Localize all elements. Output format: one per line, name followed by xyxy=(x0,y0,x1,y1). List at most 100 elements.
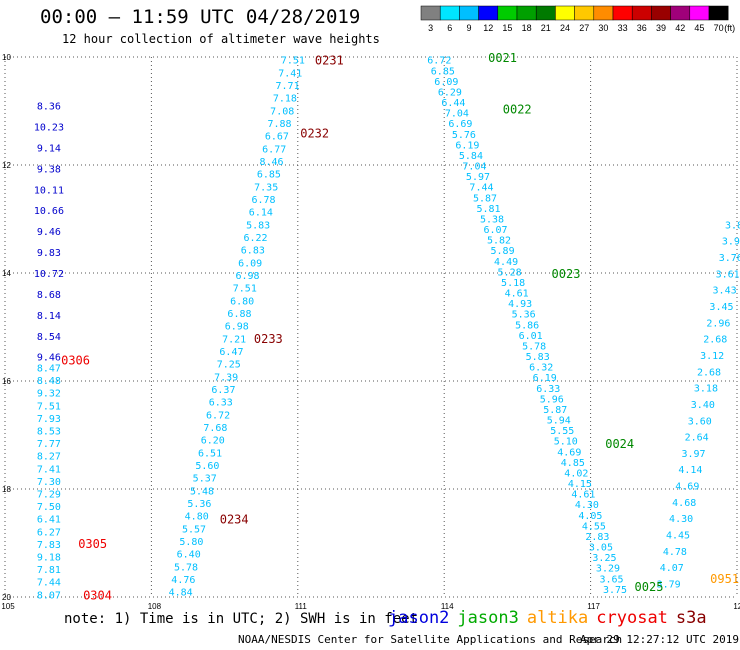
wave-height-value: 4.07 xyxy=(660,563,684,574)
wave-height-value: 6.67 xyxy=(265,132,289,143)
wave-height-value: 8.48 xyxy=(37,376,61,387)
scale-label: 21 xyxy=(541,23,551,33)
wave-height-value: 4.30 xyxy=(575,500,599,511)
pass-time-label: 0021 xyxy=(488,51,517,65)
wave-height-value: 2.64 xyxy=(685,433,709,444)
scale-label: 30 xyxy=(598,23,608,33)
wave-height-value: 5.28 xyxy=(498,267,522,278)
wave-height-value: 6.09 xyxy=(434,77,458,88)
wave-height-value: 8.47 xyxy=(37,364,61,375)
wave-height-value: 6.41 xyxy=(37,515,61,526)
units-note: note: 1) Time is in UTC; 2) SWH is in fe… xyxy=(64,611,419,627)
wave-height-value: 10.66 xyxy=(34,206,64,217)
wave-height-value: 3.95 xyxy=(722,237,740,248)
wave-height-value: 5.86 xyxy=(515,320,539,331)
wave-height-value: 4.69 xyxy=(557,447,581,458)
wave-height-value: 6.77 xyxy=(262,144,286,155)
wave-height-value: 5.38 xyxy=(480,214,504,225)
wave-height-value: 6.32 xyxy=(529,363,553,374)
scale-label: 42 xyxy=(675,23,685,33)
pass-time-label: 0024 xyxy=(605,437,634,451)
wave-height-value: 5.78 xyxy=(174,562,198,573)
wave-height-value: 3.65 xyxy=(599,574,623,585)
pass-time-label: 0022 xyxy=(503,102,532,116)
wave-height-value: 4.85 xyxy=(561,458,585,469)
wave-height-value: 6.29 xyxy=(438,87,462,98)
x-tick-label: 108 xyxy=(148,602,162,611)
wave-height-value: 4.15 xyxy=(568,479,592,490)
wave-height-value: 5.89 xyxy=(491,246,515,257)
wave-height-value: 6.07 xyxy=(483,225,507,236)
wave-height-value: 4.55 xyxy=(582,521,606,532)
wave-height-value: 3.12 xyxy=(700,351,724,362)
wave-height-value: 8.46 xyxy=(259,157,283,168)
wave-height-value: 7.08 xyxy=(270,106,294,117)
wave-height-value: 8.68 xyxy=(37,290,61,301)
pass-time-label: 0232 xyxy=(300,127,329,141)
wave-height-value: 6.88 xyxy=(227,309,251,320)
scale-label: 3 xyxy=(428,23,433,33)
wave-height-value: 3.97 xyxy=(681,449,705,460)
wave-height-value: 3.85 xyxy=(725,220,740,231)
chart-title: 00:00 – 11:59 UTC 04/28/2019 xyxy=(40,6,361,28)
scale-label: 27 xyxy=(579,23,589,33)
wave-height-value: 5.83 xyxy=(526,352,550,363)
wave-height-value: 4.68 xyxy=(672,498,696,509)
wave-height-value: 9.32 xyxy=(37,389,61,400)
wave-height-value: 3.61 xyxy=(716,269,740,280)
wave-height-value: 4.69 xyxy=(675,482,699,493)
pass-time-label: 0233 xyxy=(254,332,283,346)
wave-height-value: 5.97 xyxy=(466,172,490,183)
wave-height-value: 7.51 xyxy=(37,401,61,412)
wave-height-value: 3.25 xyxy=(592,553,616,564)
wave-height-value: 6.78 xyxy=(251,195,275,206)
wave-height-value: 3.75 xyxy=(603,585,627,596)
scale-units: (ft) xyxy=(724,23,735,33)
wave-height-value: 8.54 xyxy=(37,332,61,343)
scale-label: 45 xyxy=(694,23,704,33)
wave-height-value: 6.40 xyxy=(177,550,201,561)
scale-label: 33 xyxy=(618,23,628,33)
color-scale-bar: 3 6 9 12 15 18 21 24 27 30 33 36 39 42 45 70 (ft) xyxy=(420,5,735,33)
wave-height-value: 8.14 xyxy=(37,311,61,322)
wave-height-value: 8.53 xyxy=(37,427,61,438)
wave-height-value: 7.71 xyxy=(276,81,300,92)
wave-height-value: 6.20 xyxy=(201,436,225,447)
y-tick-label: 18 xyxy=(2,485,11,494)
pass-time-label: 0023 xyxy=(552,267,581,281)
wave-height-value: 6.85 xyxy=(257,170,281,181)
wave-height-value: 7.83 xyxy=(37,540,61,551)
wave-height-value: 5.60 xyxy=(195,461,219,472)
wave-height-value: 6.44 xyxy=(441,98,465,109)
wave-height-value: 7.25 xyxy=(217,360,241,371)
wave-height-value: 5.81 xyxy=(476,204,500,215)
pass-time-label: 0306 xyxy=(61,353,90,367)
wave-height-value: 3.40 xyxy=(691,400,715,411)
y-tick-label: 16 xyxy=(2,377,11,386)
wave-height-value: 3.29 xyxy=(596,564,620,575)
wave-height-value: 7.81 xyxy=(37,565,61,576)
wave-height-value: 6.51 xyxy=(198,448,222,459)
wave-height-value: 7.88 xyxy=(268,119,292,130)
wave-height-value: 6.27 xyxy=(37,527,61,538)
wave-height-value: 10.72 xyxy=(34,269,64,280)
wave-height-value: 3.76 xyxy=(719,253,740,264)
wave-height-value: 10.23 xyxy=(34,123,64,134)
wave-height-value: 4.05 xyxy=(578,511,602,522)
wave-height-value: 5.48 xyxy=(190,486,214,497)
wave-height-value: 5.84 xyxy=(459,151,483,162)
wave-height-value: 9.38 xyxy=(37,164,61,175)
wave-height-value: 5.76 xyxy=(452,130,476,141)
wave-height-value: 9.46 xyxy=(37,227,61,238)
pass-time-label: 0234 xyxy=(220,513,249,527)
wave-height-value: 4.93 xyxy=(508,299,532,310)
wave-height-value: 7.44 xyxy=(469,183,493,194)
x-tick-label: 120 xyxy=(733,602,740,611)
scale-label: 39 xyxy=(656,23,666,33)
scale-label: 70 xyxy=(714,23,724,33)
wave-height-value: 6.22 xyxy=(243,233,267,244)
pass-time-label: 0951 xyxy=(710,572,739,586)
wave-height-value: 7.41 xyxy=(37,464,61,475)
wave-height-value: 5.94 xyxy=(547,416,571,427)
wave-height-value: 8.27 xyxy=(37,452,61,463)
